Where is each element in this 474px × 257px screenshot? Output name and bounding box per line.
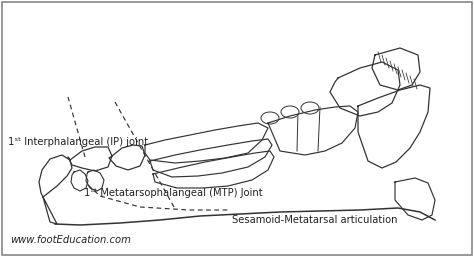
Polygon shape bbox=[268, 106, 358, 155]
Text: www.footEducation.com: www.footEducation.com bbox=[10, 235, 131, 245]
Polygon shape bbox=[330, 62, 400, 116]
Ellipse shape bbox=[281, 106, 299, 118]
Polygon shape bbox=[358, 85, 430, 168]
Polygon shape bbox=[109, 145, 145, 170]
Polygon shape bbox=[71, 170, 88, 191]
FancyBboxPatch shape bbox=[2, 2, 472, 255]
Polygon shape bbox=[395, 178, 435, 220]
Ellipse shape bbox=[301, 102, 319, 114]
Text: 1ˢᵗ Interphalangeal (IP) joint: 1ˢᵗ Interphalangeal (IP) joint bbox=[8, 137, 148, 147]
Polygon shape bbox=[150, 139, 272, 177]
Polygon shape bbox=[68, 147, 112, 171]
Text: 1ˢᵗ Metatarsophalangeal (MTP) Joint: 1ˢᵗ Metatarsophalangeal (MTP) Joint bbox=[84, 188, 262, 198]
Polygon shape bbox=[145, 123, 268, 163]
Polygon shape bbox=[153, 151, 274, 188]
Ellipse shape bbox=[261, 112, 279, 124]
Polygon shape bbox=[86, 170, 104, 191]
Text: Sesamoid-Metatarsal articulation: Sesamoid-Metatarsal articulation bbox=[232, 215, 398, 225]
Polygon shape bbox=[39, 155, 72, 197]
Polygon shape bbox=[372, 48, 420, 90]
